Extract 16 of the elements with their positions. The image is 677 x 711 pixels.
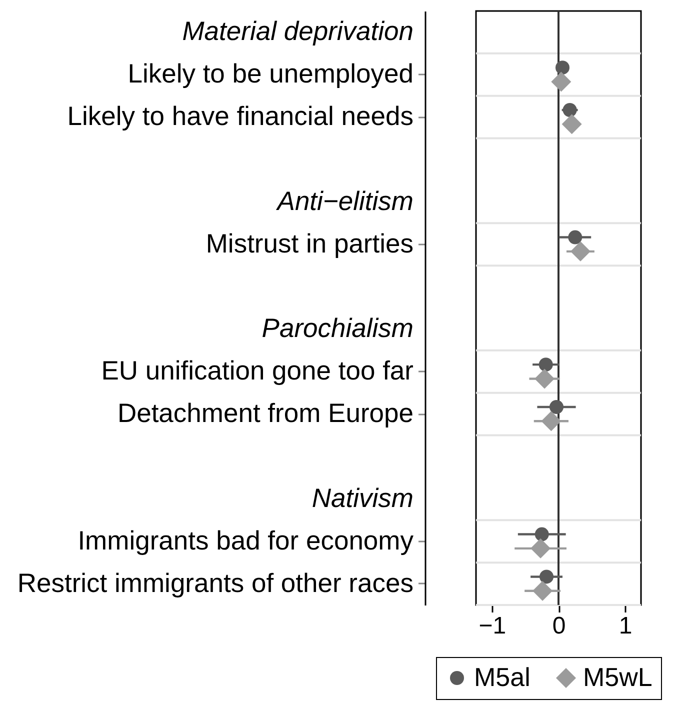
y-tick-label: Parochialism bbox=[262, 313, 414, 344]
legend-label: M5wL bbox=[583, 662, 652, 692]
y-tick-label: Restrict immigrants of other races bbox=[17, 568, 414, 598]
y-tick-label: Likely to have financial needs bbox=[67, 101, 414, 132]
y-tick-label: EU unification gone too far bbox=[101, 356, 414, 386]
y-tick-label: Material deprivation bbox=[182, 16, 414, 46]
y-tick-label: Mistrust in parties bbox=[206, 228, 414, 258]
legend-label: M5al bbox=[474, 662, 530, 692]
y-tick-label: Nativism bbox=[312, 482, 414, 513]
y-tick-label: Anti−elitism bbox=[275, 186, 414, 216]
x-tick-label: 1 bbox=[618, 612, 632, 640]
y-tick-label: Immigrants bad for economy bbox=[78, 525, 414, 556]
y-tick-label: Likely to be unemployed bbox=[128, 58, 414, 89]
x-tick-label: 0 bbox=[552, 612, 566, 640]
x-tick-label: −1 bbox=[478, 612, 506, 640]
y-tick-label: Detachment from Europe bbox=[117, 398, 414, 428]
